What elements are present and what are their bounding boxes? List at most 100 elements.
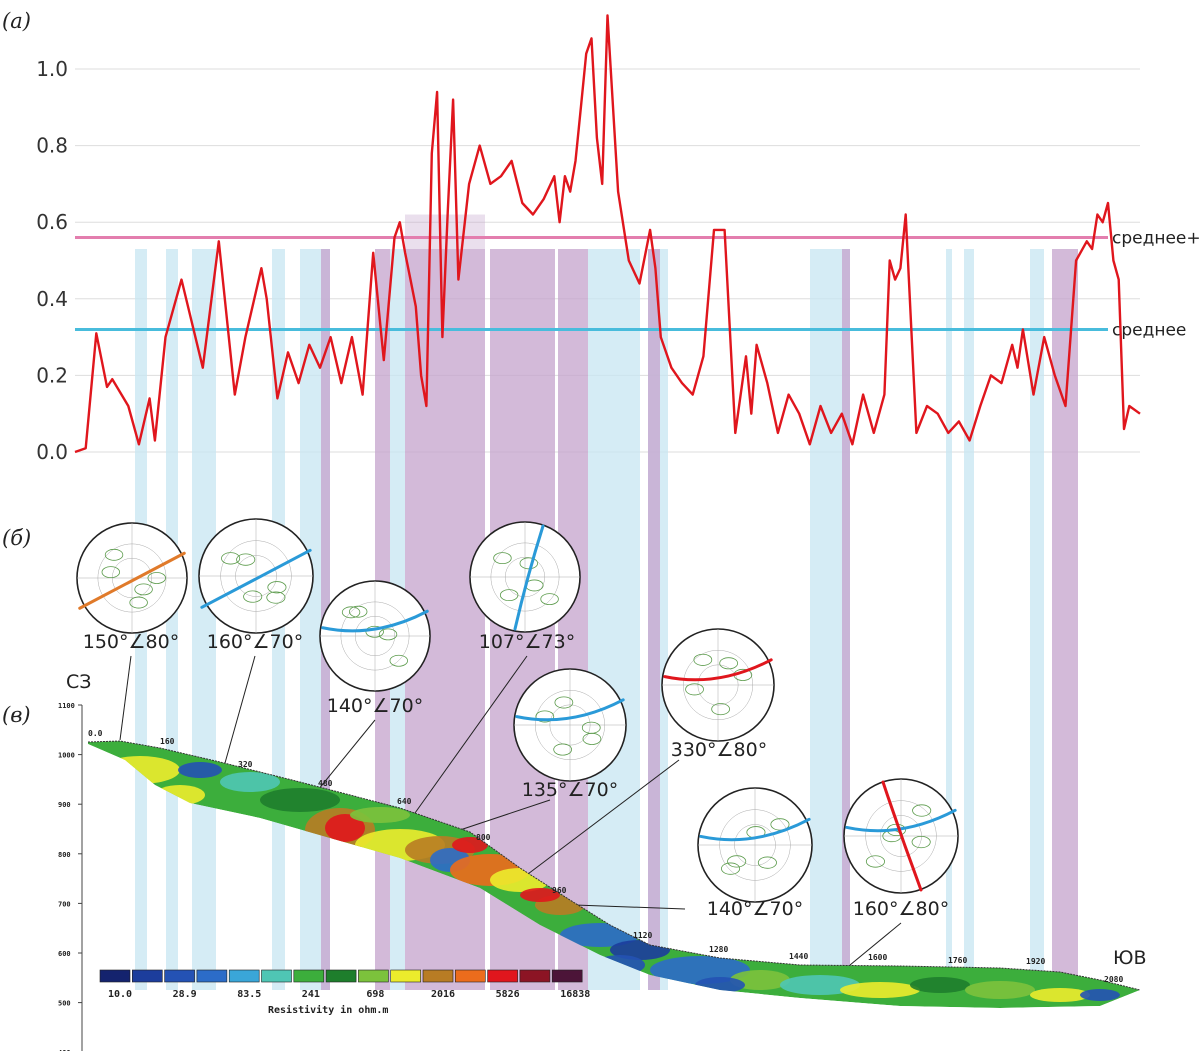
plane-great-circle — [321, 609, 429, 633]
legend-swatch — [325, 969, 357, 983]
density-contour — [911, 835, 931, 849]
resistivity-zone — [965, 981, 1035, 999]
reference-line-label: среднее+σ — [1112, 229, 1200, 249]
stereonets: 150°∠80° 160°∠70° 140°∠70° 107°∠73° 135°∠70°… — [76, 518, 959, 920]
density-contour — [236, 553, 256, 566]
distance-tick-label: 1760 — [948, 956, 967, 965]
stereonet: 140°∠70° — [319, 580, 431, 717]
highlight-zone-blue — [166, 249, 178, 990]
resistivity-zone — [220, 772, 280, 792]
elevation-tick-label: 800 — [58, 851, 71, 859]
legend-swatch — [228, 969, 260, 983]
highlight-zone-blue — [588, 249, 640, 990]
y-tick-label: 1.0 — [36, 57, 68, 81]
series — [74, 14, 1141, 454]
density-contour — [101, 566, 120, 579]
legend-swatch — [196, 969, 228, 983]
stereonet-orientation: 150°∠80° — [83, 631, 179, 653]
density-contour — [719, 657, 739, 670]
legend-swatch — [390, 969, 422, 983]
stereonet: 160°∠80° — [843, 778, 959, 920]
legend-swatch — [358, 969, 389, 983]
stereonet-orientation: 140°∠70° — [707, 898, 803, 920]
elevation-axis: 1100 1000 900 800 700 600 500 400 — [58, 702, 83, 1051]
density-contour — [721, 862, 741, 875]
density-contour — [493, 552, 512, 565]
elevation-tick-label: 700 — [58, 900, 71, 908]
y-tick-label: 0.2 — [36, 363, 68, 387]
legend-value: 5826 — [496, 989, 520, 1000]
elevation-tick-label: 500 — [58, 1000, 71, 1008]
resistivity-zone — [520, 888, 560, 902]
legend-swatch — [261, 969, 292, 983]
leader-line — [849, 922, 902, 966]
legend-swatch — [487, 969, 518, 983]
density-contour — [727, 855, 747, 868]
plane-great-circle — [515, 698, 625, 722]
stereonet-orientation: 160°∠70° — [207, 631, 303, 653]
legend-title: Resistivity in ohm.m — [268, 1004, 388, 1016]
stereonet-orientation: 160°∠80° — [853, 898, 949, 920]
stereonet-orientation: 135°∠70° — [522, 779, 618, 801]
distance-tick-label: 1120 — [633, 931, 652, 940]
elevation-tick-label: 900 — [58, 801, 71, 809]
leader-line — [519, 759, 680, 881]
density-contour — [757, 856, 777, 869]
highlight-zone-blue — [1030, 249, 1044, 990]
legend-value: 83.5 — [237, 989, 261, 1000]
density-contour — [378, 628, 398, 641]
legend-value: 241 — [302, 989, 320, 1000]
elevation-tick-label: 600 — [58, 950, 71, 958]
panel-a-label: (а) — [2, 9, 31, 33]
resistivity-zone — [350, 807, 410, 823]
leader-lines — [119, 655, 902, 966]
elevation-tick-label: 1100 — [58, 702, 75, 710]
highlight-zone-blue — [192, 249, 216, 990]
highlight-zone-purple — [648, 249, 660, 990]
series-line — [74, 14, 1141, 454]
plane-great-circle — [200, 548, 312, 609]
legend-value: 698 — [366, 989, 384, 1000]
density-contour — [267, 581, 287, 594]
density-contour — [554, 696, 574, 709]
density-contour — [499, 589, 519, 602]
density-contour — [147, 572, 166, 584]
leader-line — [409, 655, 528, 821]
stereonet: 135°∠70° — [513, 668, 627, 801]
resistivity-zone — [695, 977, 745, 993]
y-tick-label: 0.0 — [36, 440, 68, 464]
density-contour — [266, 591, 286, 604]
density-contour — [389, 654, 408, 667]
resistivity-zone — [155, 785, 205, 805]
resistivity-zone — [650, 956, 750, 984]
stereonet: 107°∠73° — [469, 521, 581, 653]
distance-ticks: 0.0 160 320 480 640 800 960 1120 1280 1440 1600 176… — [88, 729, 1123, 984]
distance-tick-label: 1920 — [1026, 957, 1045, 966]
distance-tick-label: 640 — [397, 797, 412, 806]
density-contour — [134, 583, 153, 596]
density-contour — [865, 855, 885, 868]
direction-se: ЮВ — [1113, 947, 1147, 969]
legend-swatch — [422, 969, 454, 983]
highlight-zone-purple — [558, 249, 588, 990]
resistivity-zone — [1080, 989, 1120, 1001]
legend-swatch — [454, 969, 486, 983]
plane-great-circle — [699, 817, 811, 842]
highlight-zone-purple — [842, 249, 850, 990]
density-contour — [553, 743, 573, 756]
stereonet-orientation: 107°∠73° — [479, 631, 575, 653]
density-contour — [243, 590, 263, 603]
legend-swatch — [99, 969, 131, 983]
distance-tick-label: 960 — [552, 886, 567, 895]
density-contour — [221, 552, 241, 565]
density-contour — [770, 818, 790, 831]
plane-great-circle — [78, 551, 186, 610]
panel-c-label: (в) — [2, 703, 31, 727]
leader-line — [574, 904, 686, 910]
highlight-zone-purple — [405, 214, 485, 250]
section-base — [88, 741, 1140, 1008]
resistivity-zone — [910, 977, 970, 993]
highlight-zone-purple — [1052, 249, 1078, 990]
distance-tick-label: 2080 — [1104, 975, 1123, 984]
